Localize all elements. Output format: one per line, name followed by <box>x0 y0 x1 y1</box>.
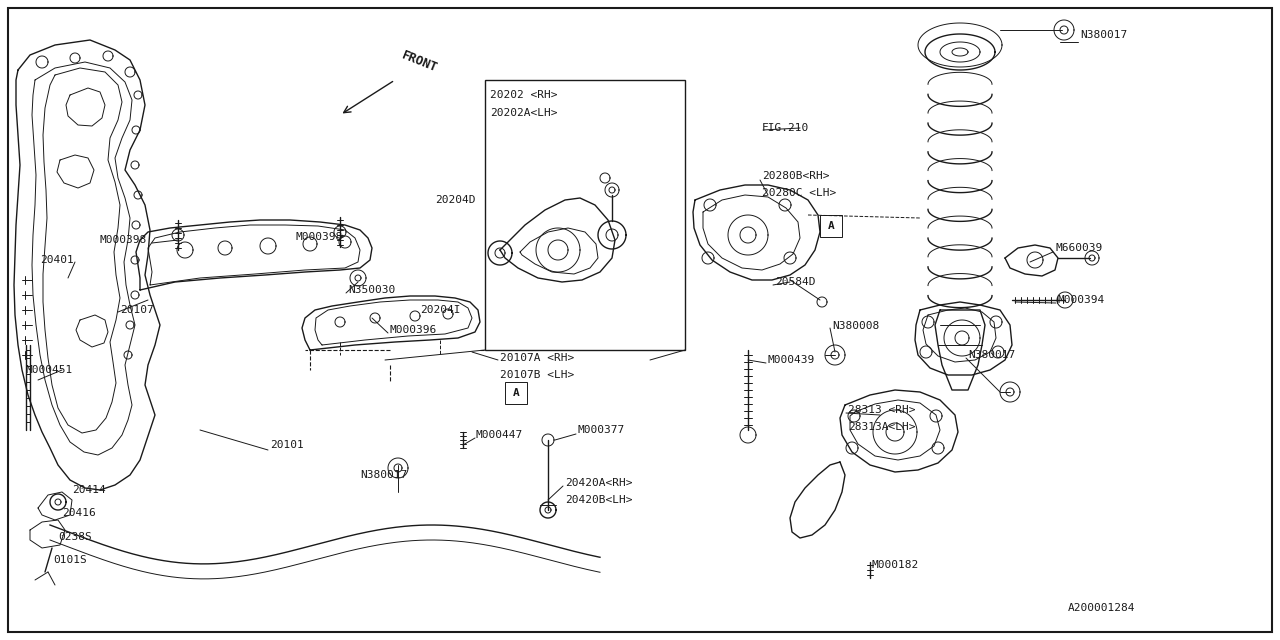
Text: M000398: M000398 <box>100 235 147 245</box>
Bar <box>820 215 842 237</box>
Text: 20416: 20416 <box>61 508 96 518</box>
Text: FRONT: FRONT <box>399 49 439 75</box>
Text: 20107B <LH>: 20107B <LH> <box>500 370 575 380</box>
Text: 20101: 20101 <box>270 440 303 450</box>
Text: 20202A<LH>: 20202A<LH> <box>490 108 558 118</box>
Text: 20420B<LH>: 20420B<LH> <box>564 495 632 505</box>
Text: M000396: M000396 <box>390 325 438 335</box>
Text: 20584D: 20584D <box>774 277 815 287</box>
Text: 28313A<LH>: 28313A<LH> <box>849 422 915 432</box>
Text: 0101S: 0101S <box>52 555 87 565</box>
Text: A200001284: A200001284 <box>1068 603 1135 613</box>
Text: M000398: M000398 <box>294 232 342 242</box>
Text: 28313 <RH>: 28313 <RH> <box>849 405 915 415</box>
Text: 20420A<RH>: 20420A<RH> <box>564 478 632 488</box>
Text: M000377: M000377 <box>579 425 625 435</box>
Text: N380017: N380017 <box>968 350 1015 360</box>
Text: M000182: M000182 <box>872 560 919 570</box>
Text: 20280B<RH>: 20280B<RH> <box>762 171 829 181</box>
Text: M660039: M660039 <box>1055 243 1102 253</box>
Bar <box>506 382 527 404</box>
Text: A: A <box>512 388 520 398</box>
Text: N380017: N380017 <box>1080 30 1128 40</box>
Text: M000439: M000439 <box>768 355 815 365</box>
Text: 20204D: 20204D <box>435 195 475 205</box>
Text: FIG.210: FIG.210 <box>762 123 809 133</box>
Text: N380017: N380017 <box>360 470 407 480</box>
Text: A: A <box>828 221 835 231</box>
Text: 20107A <RH>: 20107A <RH> <box>500 353 575 363</box>
Bar <box>485 80 685 350</box>
Text: 20414: 20414 <box>72 485 106 495</box>
Text: 20401: 20401 <box>40 255 74 265</box>
Text: 20280C <LH>: 20280C <LH> <box>762 188 836 198</box>
Text: M000447: M000447 <box>476 430 524 440</box>
Text: N350030: N350030 <box>348 285 396 295</box>
Text: M000394: M000394 <box>1059 295 1105 305</box>
Text: M000451: M000451 <box>26 365 72 375</box>
Text: 0238S: 0238S <box>58 532 92 542</box>
Text: 20107: 20107 <box>120 305 154 315</box>
Text: N380008: N380008 <box>832 321 879 331</box>
Text: 20202 <RH>: 20202 <RH> <box>490 90 558 100</box>
Text: 20204I: 20204I <box>420 305 461 315</box>
